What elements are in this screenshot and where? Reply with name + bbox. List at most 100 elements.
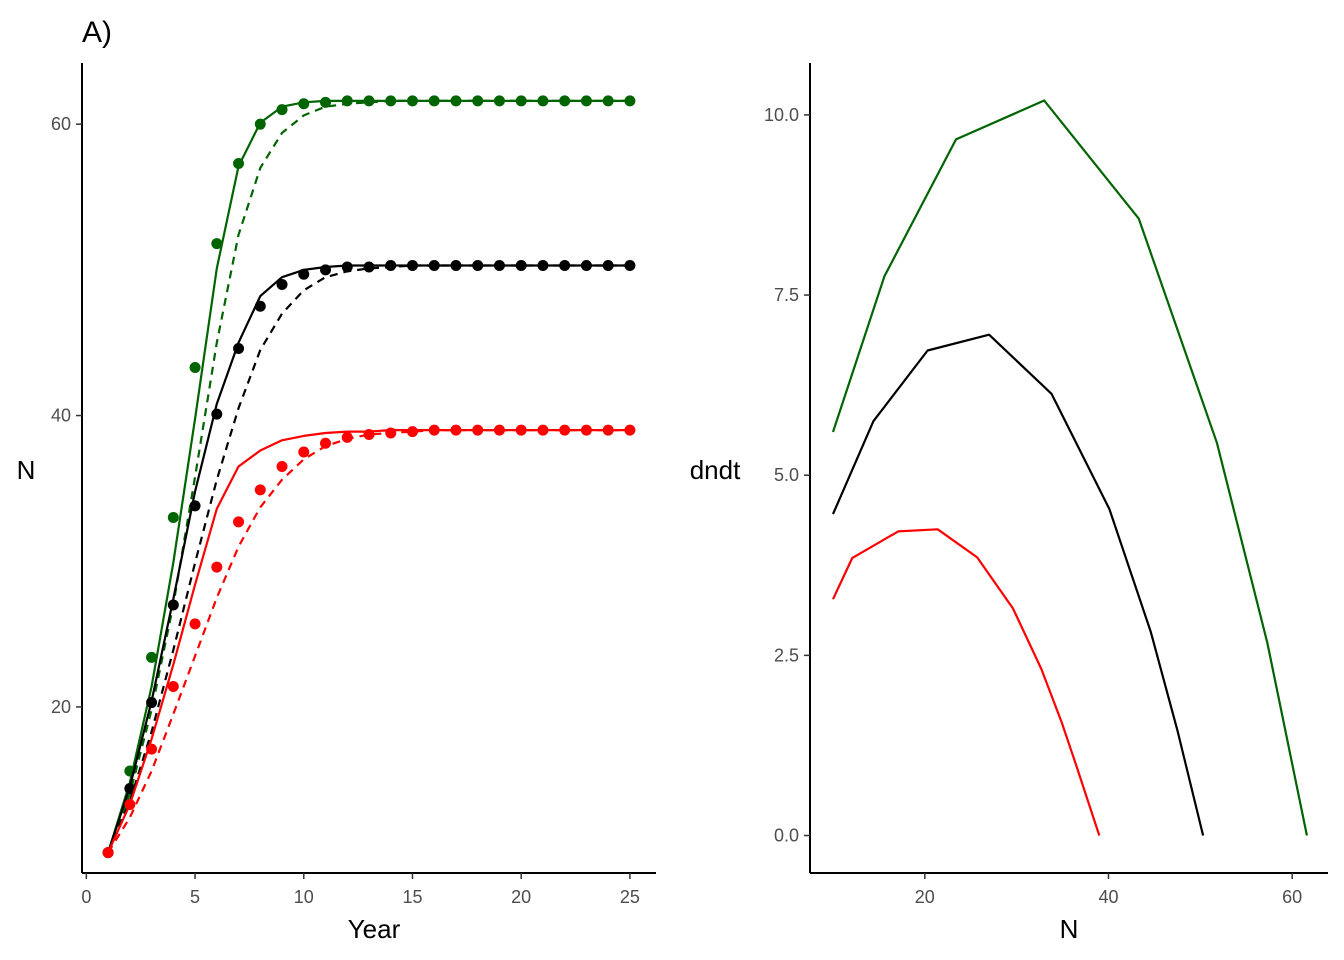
data-point <box>146 651 158 663</box>
data-point <box>233 516 245 528</box>
data-point <box>580 260 592 271</box>
y-tick-label: 40 <box>51 406 71 426</box>
data-point <box>167 512 179 524</box>
x-tick-label: 40 <box>1098 887 1118 907</box>
data-point <box>189 500 201 512</box>
data-point <box>515 424 527 436</box>
series-dashed-line <box>107 264 630 854</box>
panel-tag: A) <box>82 16 112 49</box>
data-point <box>385 260 397 271</box>
data-point <box>254 118 266 130</box>
data-point <box>537 260 549 271</box>
data-point <box>472 260 484 271</box>
x-tick-label: 15 <box>402 887 422 907</box>
data-point <box>580 95 592 107</box>
data-point <box>124 783 136 795</box>
x-tick-label: 10 <box>294 887 314 907</box>
data-point <box>167 599 179 611</box>
data-point <box>406 426 418 438</box>
data-point <box>233 343 245 355</box>
data-point <box>450 424 462 436</box>
data-point <box>515 95 527 107</box>
x-tick-label: 20 <box>511 887 531 907</box>
y-tick-label: 5.0 <box>774 465 799 485</box>
data-point <box>320 264 332 276</box>
data-point <box>428 260 440 271</box>
data-point <box>624 424 636 436</box>
data-point <box>320 437 332 449</box>
data-point <box>385 427 397 439</box>
data-point <box>341 261 353 273</box>
data-point <box>146 743 158 755</box>
data-point <box>102 847 114 859</box>
data-point <box>537 424 549 436</box>
data-point <box>602 260 614 271</box>
series-line <box>107 264 630 853</box>
data-point <box>450 260 462 271</box>
y-tick-label: 20 <box>51 697 71 717</box>
data-point <box>320 96 332 108</box>
x-tick-label: 0 <box>81 887 91 907</box>
series-line <box>107 99 630 853</box>
data-point <box>363 95 375 107</box>
panel-a-growth-curves: 0 5 10 15 20 25 20 40 60 Year N A) <box>17 16 656 944</box>
data-point <box>559 424 571 436</box>
data-point <box>189 361 201 373</box>
series-dashed-line <box>107 429 630 854</box>
y-axis-title: dndt <box>690 455 741 485</box>
data-point <box>559 260 571 271</box>
data-point <box>276 104 288 116</box>
data-point <box>602 95 614 107</box>
data-point <box>363 428 375 440</box>
y-tick-label: 0.0 <box>774 826 799 846</box>
data-point <box>254 484 266 496</box>
data-point <box>537 95 549 107</box>
data-point <box>428 95 440 107</box>
y-tick-label: 10.0 <box>764 105 799 125</box>
series-line <box>831 333 1205 836</box>
data-point <box>341 95 353 107</box>
data-point <box>493 95 505 107</box>
data-point <box>624 260 636 271</box>
data-point <box>211 238 223 250</box>
data-point <box>167 681 179 693</box>
data-point <box>406 95 418 107</box>
y-tick-label: 2.5 <box>774 645 799 665</box>
data-point <box>363 261 375 273</box>
data-point <box>602 424 614 436</box>
data-point <box>146 697 158 709</box>
data-point <box>124 799 136 811</box>
data-point <box>450 95 462 107</box>
data-point <box>298 98 310 110</box>
data-point <box>276 278 288 290</box>
x-axis-title: Year <box>348 914 401 944</box>
x-axis-title: N <box>1060 914 1079 944</box>
data-point <box>276 461 288 473</box>
data-point <box>580 424 592 436</box>
data-point <box>298 446 310 458</box>
data-point <box>298 268 310 280</box>
data-point <box>254 300 266 312</box>
x-tick-label: 20 <box>915 887 935 907</box>
data-point <box>515 260 527 271</box>
data-point <box>189 618 201 630</box>
data-point <box>472 424 484 436</box>
data-point <box>406 260 418 271</box>
y-tick-label: 7.5 <box>774 285 799 305</box>
x-tick-label: 5 <box>190 887 200 907</box>
y-axis-title: N <box>17 455 36 485</box>
data-point <box>385 95 397 107</box>
series-line <box>831 99 1308 836</box>
data-point <box>624 95 636 107</box>
data-point <box>233 158 245 170</box>
data-point <box>341 431 353 443</box>
data-point <box>428 424 440 436</box>
series-line <box>107 429 630 854</box>
data-point <box>211 561 223 573</box>
x-tick-label: 60 <box>1282 887 1302 907</box>
series-line <box>832 528 1101 836</box>
data-point <box>211 408 223 420</box>
data-point <box>493 424 505 436</box>
